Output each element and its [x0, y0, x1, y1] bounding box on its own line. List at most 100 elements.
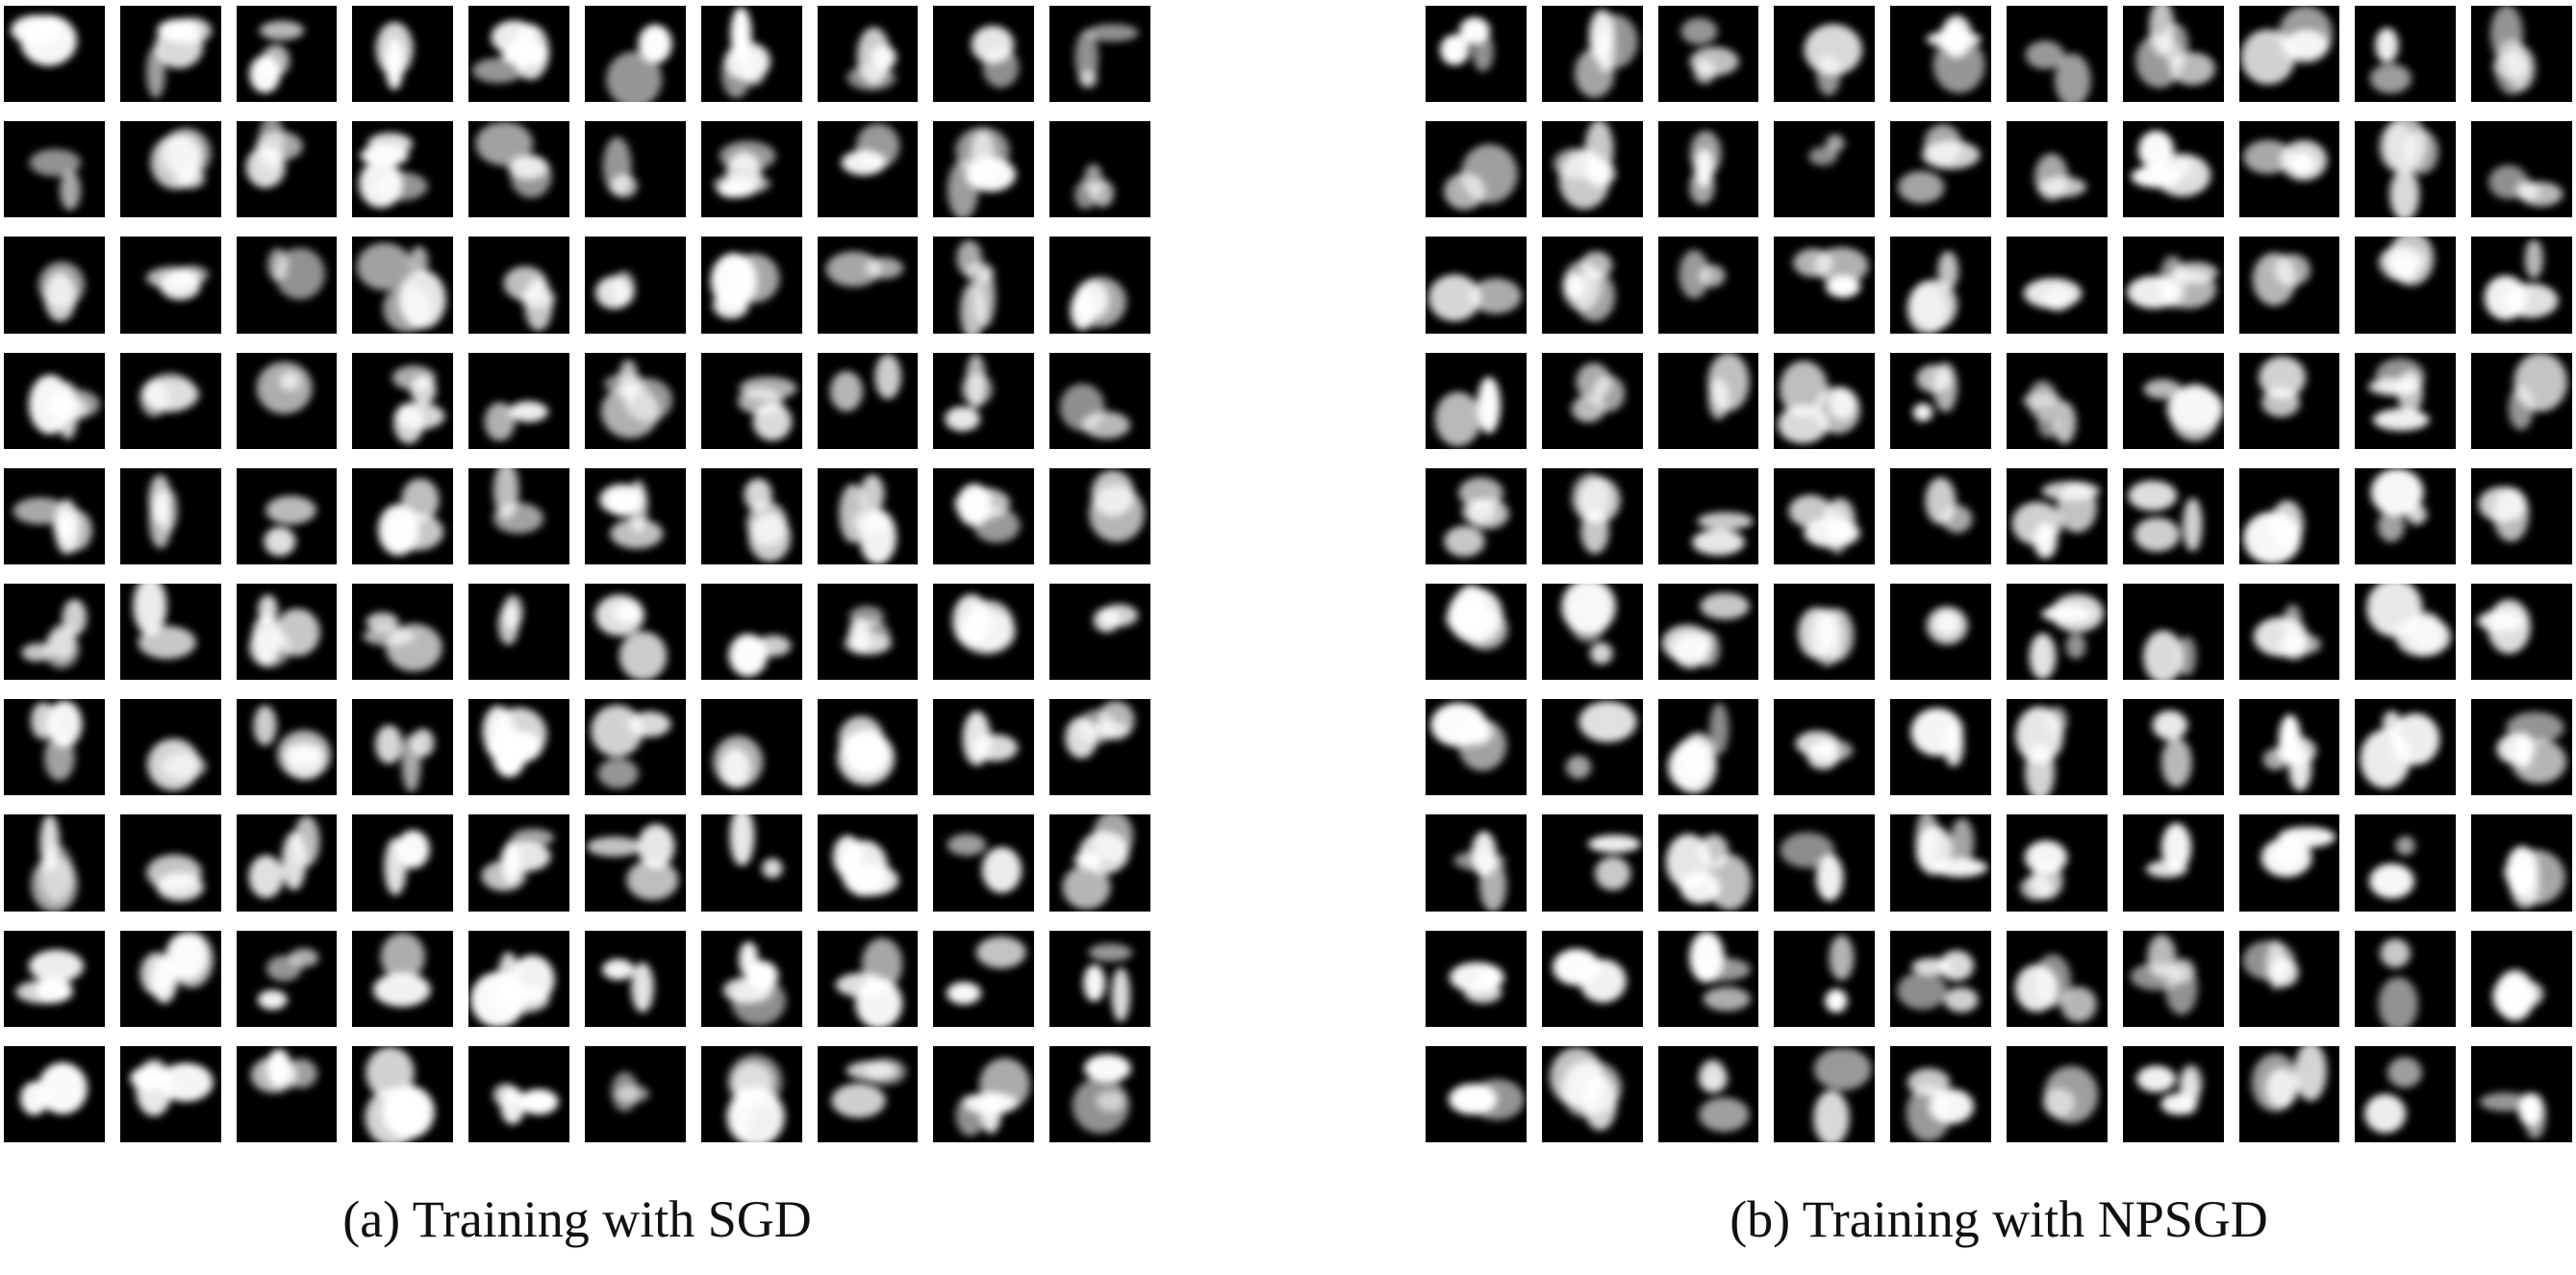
sample-tile [585, 237, 686, 334]
sample-tile [1426, 467, 1527, 564]
sample-tile [933, 467, 1035, 564]
sample-tile [933, 699, 1035, 796]
sample-tile [119, 1045, 221, 1142]
sample-tile [817, 467, 919, 564]
sample-tile [4, 699, 105, 796]
sample-tile [2355, 352, 2457, 449]
sample-tile [2122, 699, 2224, 796]
sample-tile [236, 583, 338, 681]
sample-tile [585, 930, 686, 1027]
sample-grid-sgd [4, 6, 1150, 1142]
sample-tile [933, 121, 1035, 218]
sample-tile [2122, 1045, 2224, 1142]
sample-tile [585, 583, 686, 681]
sample-tile [1049, 6, 1150, 103]
sample-tile [1049, 352, 1150, 449]
sample-tile [2007, 930, 2108, 1027]
sample-tile [2238, 699, 2340, 796]
sample-tile [585, 467, 686, 564]
sample-tile [1890, 6, 1991, 103]
caption-sgd: (a) Training with SGD [342, 1190, 812, 1248]
panel-sgd: (a) Training with SGD [0, 0, 1154, 1275]
sample-tile [352, 583, 454, 681]
sample-tile [1541, 237, 1643, 334]
sample-tile [1049, 930, 1150, 1027]
sample-tile [352, 930, 454, 1027]
sample-tile [1426, 930, 1527, 1027]
sample-tile [585, 352, 686, 449]
sample-tile [4, 1045, 105, 1142]
sample-tile [2122, 467, 2224, 564]
sample-tile [4, 583, 105, 681]
sample-tile [2471, 6, 2572, 103]
sample-tile [1890, 352, 1991, 449]
sample-tile [2238, 237, 2340, 334]
sample-tile [700, 814, 802, 912]
sample-tile [119, 121, 221, 218]
sample-tile [817, 6, 919, 103]
sample-tile [1890, 237, 1991, 334]
sample-tile [2122, 6, 2224, 103]
sample-tile [700, 121, 802, 218]
sample-tile [468, 352, 569, 449]
sample-tile [352, 699, 454, 796]
sample-tile [352, 121, 454, 218]
sample-tile [236, 121, 338, 218]
sample-tile [2122, 121, 2224, 218]
sample-tile [1541, 121, 1643, 218]
sample-tile [4, 930, 105, 1027]
sample-tile [236, 814, 338, 912]
sample-tile [468, 930, 569, 1027]
sample-tile [2007, 1045, 2108, 1142]
sample-tile [1774, 699, 1876, 796]
sample-tile [468, 237, 569, 334]
sample-tile [2007, 699, 2108, 796]
sample-tile [352, 814, 454, 912]
sample-tile [817, 352, 919, 449]
sample-tile [1657, 814, 1759, 912]
sample-tile [1890, 121, 1991, 218]
sample-tile [1774, 352, 1876, 449]
sample-tile [933, 1045, 1035, 1142]
sample-tile [585, 6, 686, 103]
sample-tile [700, 930, 802, 1027]
sample-tile [2122, 814, 2224, 912]
sample-tile [468, 1045, 569, 1142]
sample-tile [1774, 467, 1876, 564]
sample-tile [2007, 352, 2108, 449]
sample-tile [4, 814, 105, 912]
sample-tile [2471, 467, 2572, 564]
sample-tile [2355, 1045, 2457, 1142]
sample-tile [1426, 699, 1527, 796]
sample-tile [1541, 583, 1643, 681]
sample-tile [585, 121, 686, 218]
panel-npsgd: (b) Training with NPSGD [1422, 0, 2576, 1275]
sample-tile [119, 930, 221, 1027]
sample-tile [700, 1045, 802, 1142]
sample-tile [585, 1045, 686, 1142]
sample-tile [4, 237, 105, 334]
sample-tile [700, 352, 802, 449]
sample-tile [2007, 6, 2108, 103]
sample-tile [236, 699, 338, 796]
sample-tile [1541, 467, 1643, 564]
sample-tile [1426, 1045, 1527, 1142]
sample-tile [1657, 352, 1759, 449]
sample-tile [352, 352, 454, 449]
sample-tile [2355, 6, 2457, 103]
sample-tile [1426, 121, 1527, 218]
sample-tile [119, 467, 221, 564]
sample-tile [236, 930, 338, 1027]
sample-tile [2471, 121, 2572, 218]
sample-tile [468, 699, 569, 796]
sample-tile [2471, 1045, 2572, 1142]
sample-tile [1890, 583, 1991, 681]
sample-tile [700, 237, 802, 334]
sample-tile [468, 583, 569, 681]
sample-tile [2238, 6, 2340, 103]
sample-tile [2471, 930, 2572, 1027]
sample-tile [1049, 583, 1150, 681]
sample-tile [1657, 1045, 1759, 1142]
sample-tile [2355, 814, 2457, 912]
sample-tile [468, 121, 569, 218]
